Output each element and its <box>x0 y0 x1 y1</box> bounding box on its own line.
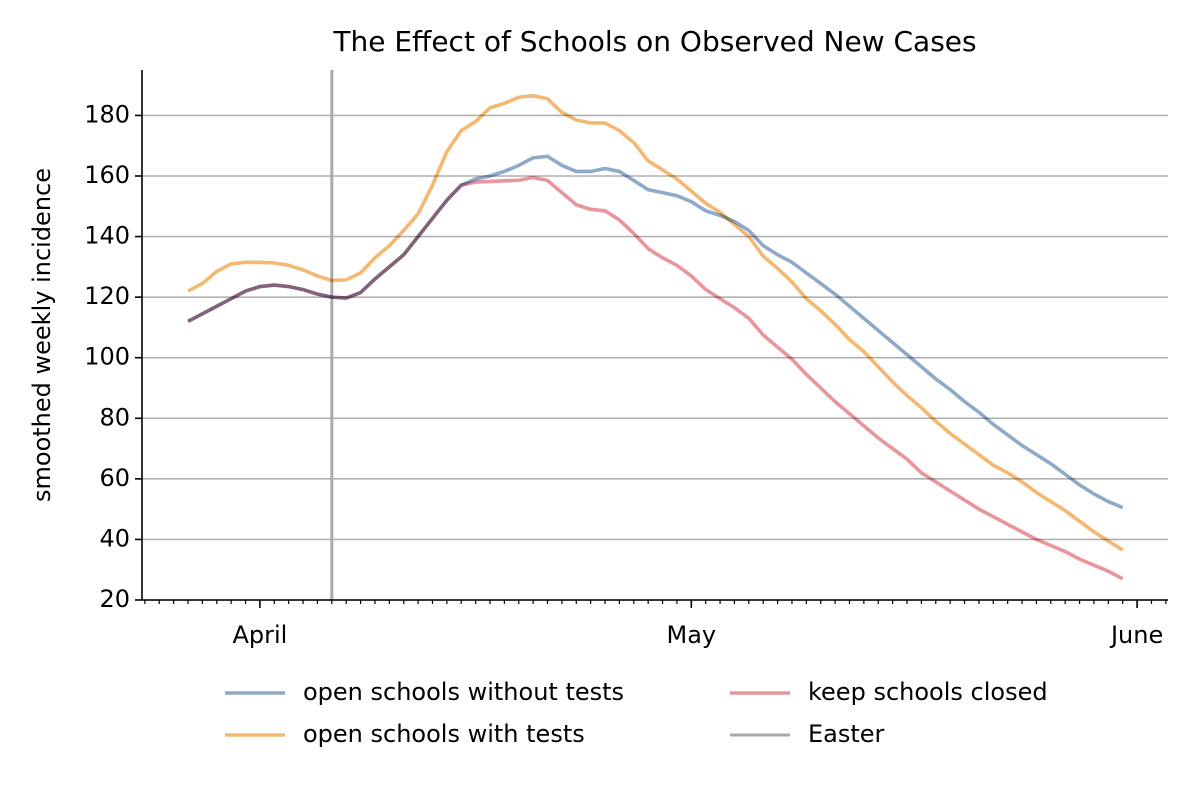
y-tick-label: 20 <box>99 585 130 613</box>
chart-title: The Effect of Schools on Observed New Ca… <box>332 25 976 58</box>
legend-label: open schools with tests <box>303 720 585 748</box>
y-tick-label: 180 <box>84 100 130 128</box>
x-tick-label: May <box>666 621 716 649</box>
x-tick-label: June <box>1109 621 1163 649</box>
y-tick-label: 160 <box>84 161 130 189</box>
y-tick-label: 140 <box>84 222 130 250</box>
series-line <box>187 93 1124 552</box>
y-tick-label: 120 <box>84 282 130 310</box>
y-axis-label: smoothed weekly incidence <box>28 168 56 502</box>
y-tick-label: 40 <box>99 524 130 552</box>
legend-label: keep schools closed <box>808 678 1048 706</box>
y-tick-label: 100 <box>84 343 130 371</box>
y-tick-label: 80 <box>99 403 130 431</box>
legend-label: open schools without tests <box>303 678 624 706</box>
x-tick-label: April <box>232 621 287 649</box>
legend-label: Easter <box>808 720 885 748</box>
series-line <box>187 154 1124 510</box>
y-tick-label: 60 <box>99 464 130 492</box>
series-line <box>187 175 1124 581</box>
